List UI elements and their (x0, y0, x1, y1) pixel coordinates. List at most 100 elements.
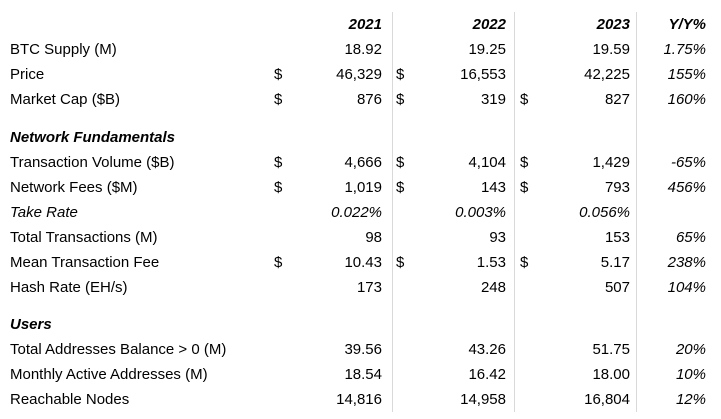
yoy-value: 10% (675, 366, 706, 383)
yoy-value: 20% (675, 341, 706, 358)
year-value: 14,816 (336, 391, 382, 408)
yoy-value: 155% (667, 66, 706, 83)
currency-symbol (396, 337, 414, 362)
currency-symbol (396, 225, 414, 250)
year-value: 16.42 (468, 366, 506, 383)
year-value: 98 (365, 229, 382, 246)
yoy-value: 1.75% (663, 41, 706, 58)
yoy-value: 456% (667, 179, 706, 196)
yoy-value: -65% (670, 154, 706, 171)
section-users: Users (10, 316, 52, 333)
currency-symbol (520, 37, 538, 62)
year-value: 39.56 (344, 341, 382, 358)
currency-symbol (274, 362, 292, 387)
year-value: 153 (604, 229, 630, 246)
currency-symbol: $ (396, 154, 405, 171)
currency-symbol: $ (520, 254, 529, 271)
currency-symbol (396, 362, 414, 387)
currency-symbol: $ (274, 179, 283, 196)
year-value: 18.54 (344, 366, 382, 383)
yoy-value (640, 200, 706, 225)
row-label: Market Cap ($B) (10, 91, 121, 108)
header-2022: 2022 (472, 16, 506, 33)
year-value: 793 (604, 179, 630, 196)
row-label: BTC Supply (M) (10, 41, 117, 58)
year-value: 16,553 (460, 66, 506, 83)
row-label: Mean Transaction Fee (10, 254, 160, 271)
currency-symbol (274, 275, 292, 300)
yoy-value: 12% (675, 391, 706, 408)
year-value: 16,804 (584, 391, 630, 408)
year-value: 0.056% (579, 204, 630, 221)
year-value: 93 (489, 229, 506, 246)
row-label: Total Transactions (M) (10, 229, 158, 246)
currency-symbol: $ (274, 91, 283, 108)
year-value: 18.00 (592, 366, 630, 383)
currency-symbol (520, 362, 538, 387)
row-label: Network Fees ($M) (10, 179, 138, 196)
year-value: 876 (356, 91, 382, 108)
currency-symbol: $ (396, 91, 405, 108)
row-label: Monthly Active Addresses (M) (10, 366, 208, 383)
row-label: Reachable Nodes (10, 391, 130, 408)
currency-symbol (520, 275, 538, 300)
year-value: 507 (604, 279, 630, 296)
year-value: 0.022% (331, 204, 382, 221)
year-value: 0.003% (455, 204, 506, 221)
yoy-value: 65% (675, 229, 706, 246)
year-value: 143 (480, 179, 506, 196)
currency-symbol: $ (396, 179, 405, 196)
currency-symbol: $ (274, 254, 283, 271)
currency-symbol (396, 275, 414, 300)
currency-symbol (396, 37, 414, 62)
year-value: 5.17 (600, 254, 630, 271)
grid-line (392, 12, 393, 412)
row-label: Take Rate (10, 204, 78, 221)
year-value: 1,429 (592, 154, 630, 171)
year-value: 248 (480, 279, 506, 296)
yoy-value: 104% (667, 279, 706, 296)
year-value: 46,329 (336, 66, 382, 83)
year-value: 4,666 (344, 154, 382, 171)
currency-symbol (274, 225, 292, 250)
year-value: 18.92 (344, 41, 382, 58)
currency-symbol: $ (520, 179, 529, 196)
year-value: 43.26 (468, 341, 506, 358)
currency-symbol (520, 337, 538, 362)
year-value: 319 (480, 91, 506, 108)
year-value: 1.53 (476, 254, 506, 271)
currency-symbol (274, 387, 292, 412)
yoy-value: 238% (667, 254, 706, 271)
year-value: 827 (604, 91, 630, 108)
year-value: 51.75 (592, 341, 630, 358)
currency-symbol: $ (396, 66, 405, 83)
currency-symbol (520, 62, 538, 87)
header-2023: 2023 (596, 16, 630, 33)
grid-line (514, 12, 515, 412)
year-value: 14,958 (460, 391, 506, 408)
currency-symbol: $ (520, 154, 529, 171)
header-2021: 2021 (348, 16, 382, 33)
row-label: Hash Rate (EH/s) (10, 279, 128, 296)
row-label: Price (10, 66, 45, 83)
currency-symbol: $ (396, 254, 405, 271)
currency-symbol (274, 337, 292, 362)
currency-symbol: $ (274, 66, 283, 83)
row-label: Total Addresses Balance > 0 (M) (10, 341, 227, 358)
currency-symbol (520, 200, 538, 225)
year-value: 1,019 (344, 179, 382, 196)
currency-symbol (274, 200, 292, 225)
header-yoy: Y/Y% (668, 16, 706, 33)
year-value: 10.43 (344, 254, 382, 271)
section-network-fundamentals: Network Fundamentals (10, 129, 176, 146)
currency-symbol: $ (274, 154, 283, 171)
currency-symbol (396, 387, 414, 412)
row-label: Transaction Volume ($B) (10, 154, 175, 171)
currency-symbol: $ (520, 91, 529, 108)
year-value: 4,104 (468, 154, 506, 171)
currency-symbol (396, 200, 414, 225)
year-value: 173 (356, 279, 382, 296)
yoy-value: 160% (667, 91, 706, 108)
currency-symbol (520, 225, 538, 250)
